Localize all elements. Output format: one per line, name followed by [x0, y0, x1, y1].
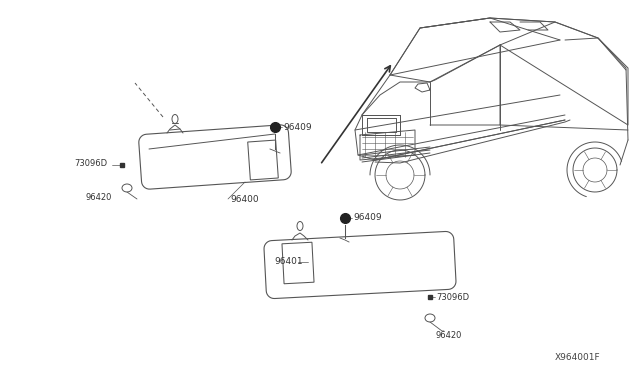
Text: 96420: 96420	[86, 192, 113, 202]
Text: 96420: 96420	[435, 330, 461, 340]
Text: 96409: 96409	[353, 214, 381, 222]
Text: 96401: 96401	[274, 257, 303, 266]
Text: 96409: 96409	[283, 122, 312, 131]
Text: 73096D: 73096D	[436, 292, 469, 301]
Text: 73096D: 73096D	[74, 158, 107, 167]
Text: 96400: 96400	[230, 195, 259, 203]
Text: X964001F: X964001F	[554, 353, 600, 362]
